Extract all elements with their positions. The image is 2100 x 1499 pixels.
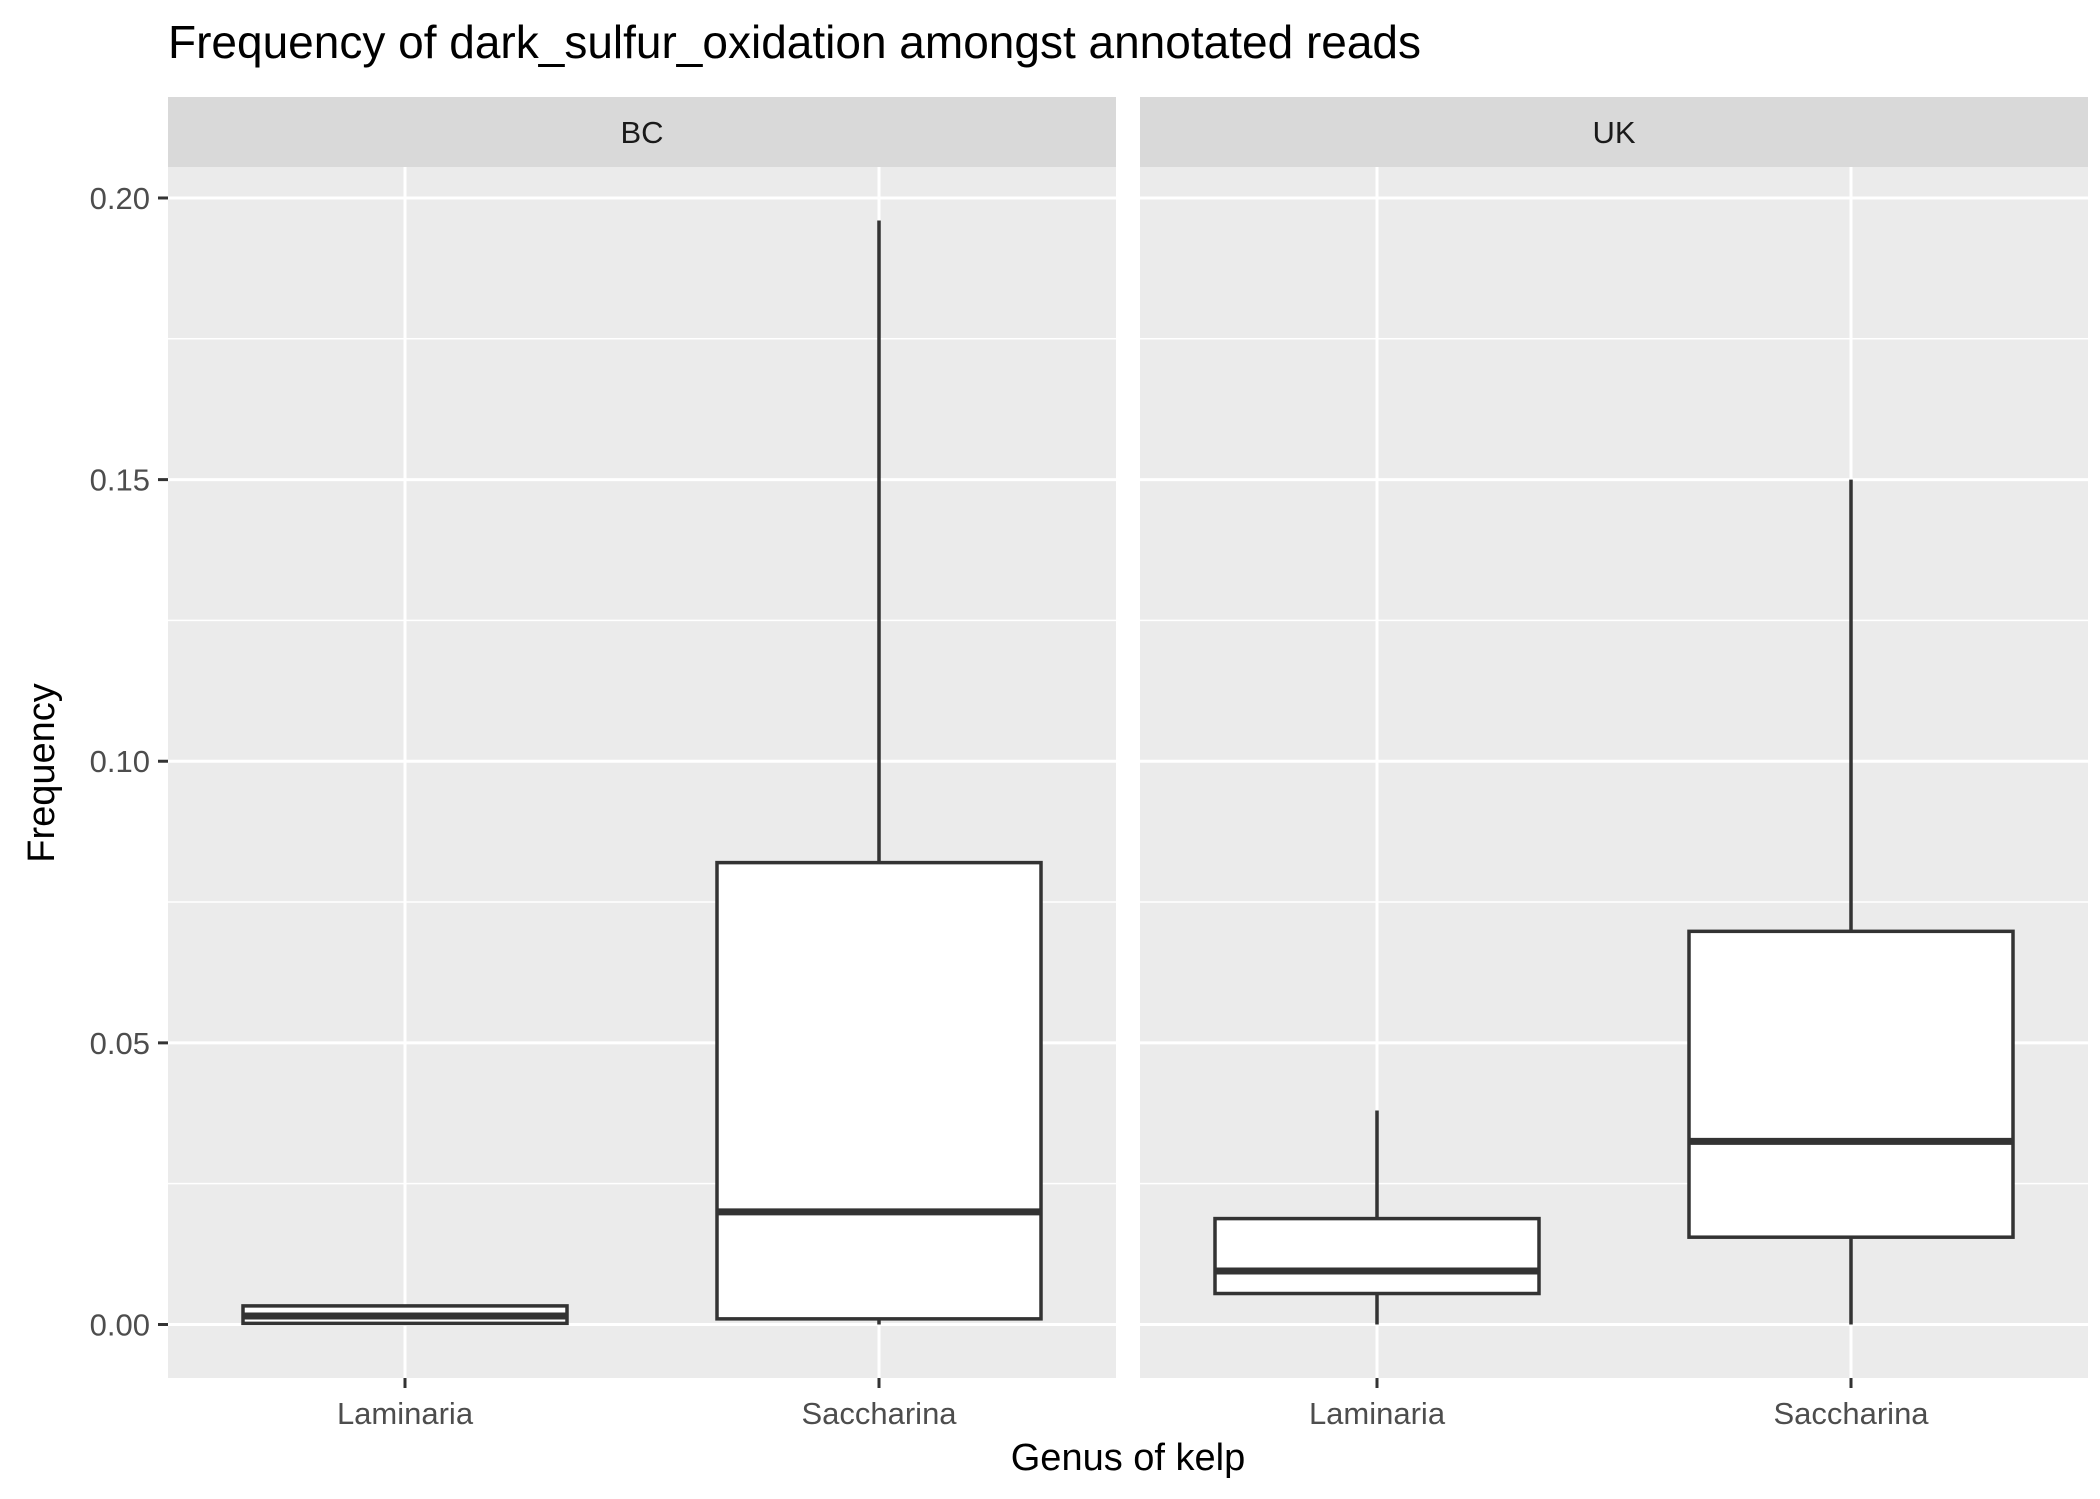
box-uk-laminaria <box>1213 1110 1541 1325</box>
facet-panel-bc: BC Laminaria Saccharina <box>168 97 1116 1431</box>
y-tick-label: 0.20 <box>90 181 150 216</box>
box-bc-laminaria <box>241 1304 569 1326</box>
iqr-box <box>715 860 1043 1321</box>
x-tick-label: Saccharina <box>801 1396 957 1431</box>
y-tick-label: 0.00 <box>90 1307 150 1342</box>
x-tick-label: Laminaria <box>337 1396 474 1431</box>
facet-strip <box>168 97 1116 167</box>
y-tick-label: 0.15 <box>90 463 150 498</box>
facet-strip <box>1140 97 2088 167</box>
iqr-box <box>1687 929 2015 1239</box>
facet-panels: BC Laminaria Saccharina UK Laminaria Sacchari… <box>168 97 2088 1431</box>
y-tick-label: 0.10 <box>90 744 150 779</box>
x-axis-title: Genus of kelp <box>1011 1437 1245 1479</box>
x-tick-label: Saccharina <box>1773 1396 1929 1431</box>
facet-strip-label: BC <box>620 115 663 150</box>
facet-strip-label: UK <box>1592 115 1635 150</box>
facet-panel-uk: UK Laminaria Saccharina <box>1140 97 2088 1431</box>
x-tick-label: Laminaria <box>1309 1396 1446 1431</box>
iqr-box <box>1213 1216 1541 1296</box>
y-axis-title: Frequency <box>21 683 63 863</box>
chart-title: Frequency of dark_sulfur_oxidation among… <box>168 16 1421 68</box>
box-uk-saccharina <box>1687 479 2015 1325</box>
y-axis: 0.00 0.05 0.10 0.15 0.20 <box>90 181 168 1342</box>
box-bc-saccharina <box>715 220 1043 1325</box>
y-tick-label: 0.05 <box>90 1026 150 1061</box>
